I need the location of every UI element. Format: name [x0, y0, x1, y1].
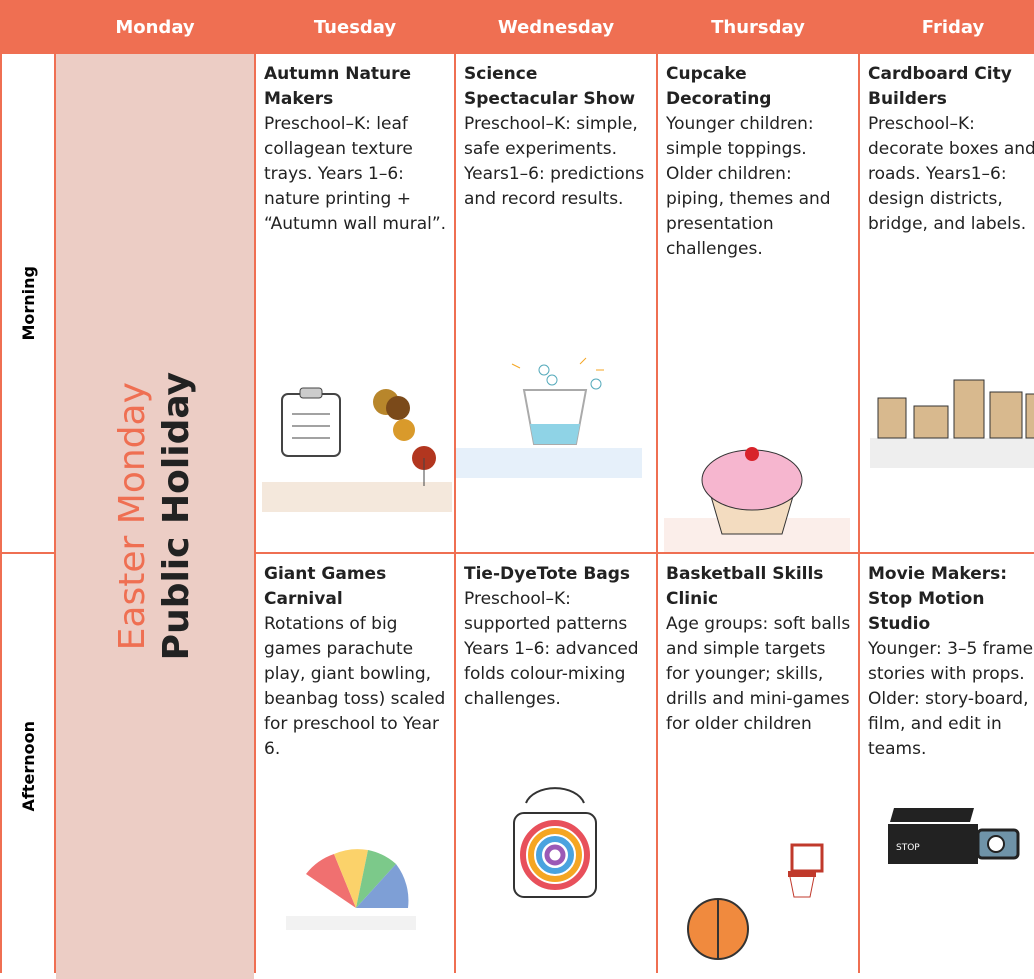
corner — [2, 2, 54, 52]
activity-description: Preschool–K: supported patterns Years 1–… — [464, 589, 639, 709]
row-label-cell: Morning — [2, 54, 54, 552]
activity-title: Tie-DyeTote Bags — [464, 564, 631, 584]
holiday-name: Easter Monday — [112, 382, 153, 651]
row-label: Morning — [18, 265, 38, 341]
activity-cell: Cardboard City Builders Preschool–K: deco… — [860, 54, 1034, 552]
holiday-note: Public Holiday — [156, 372, 197, 661]
activity-title: Movie Makers: Stop Motion Studio — [868, 564, 1008, 634]
activity-description: Preschool–K: simple, safe experiments. Y… — [464, 114, 645, 209]
activity-description: Preschool–K: leaf collagean texture tray… — [264, 114, 447, 234]
activity-cell: Autumn Nature Makers Preschool–K: leaf co… — [256, 54, 454, 552]
activity-cell: Movie Makers: Stop Motion Studio Younger:… — [860, 554, 1034, 979]
column-header: Tuesday — [256, 2, 454, 52]
activity-title: Basketball Skills Clinic — [666, 564, 824, 609]
science-illustration — [456, 357, 642, 478]
activity-description: Preschool–K: decorate boxes and roads. Y… — [868, 114, 1034, 234]
activity-cell: Science Spectacular Show Preschool–K: sim… — [456, 54, 656, 552]
holiday-cell: Easter Monday Public Holiday — [56, 54, 254, 979]
activity-title: Cardboard City Builders — [868, 64, 1012, 109]
activity-cell: Cupcake Decorating Younger children: simp… — [658, 54, 858, 552]
city-illustration — [870, 379, 1034, 468]
activity-cell: Giant Games Carnival Rotations of big gam… — [256, 554, 454, 979]
row-label: Afternoon — [18, 721, 38, 812]
activity-description: Younger children: simple toppings. Older… — [666, 114, 831, 259]
column-header: Thursday — [658, 2, 858, 52]
column-header: Friday — [860, 2, 1034, 52]
basketball-illustration — [687, 843, 824, 960]
clapboard-illustration: STOP — [888, 808, 1020, 864]
activity-cell: Tie-DyeTote Bags Preschool–K: supported p… — [456, 554, 656, 979]
activity-title: Cupcake Decorating — [666, 64, 772, 109]
clapboard-label: STOP — [896, 843, 920, 853]
cupcake-illustration — [664, 447, 850, 552]
tote-illustration — [513, 787, 597, 898]
activity-description: Rotations of big games parachute play, g… — [264, 614, 446, 759]
activity-description: Age groups: soft balls and simple target… — [666, 614, 851, 734]
nature-illustration — [262, 387, 452, 512]
activity-title: Science Spectacular Show — [464, 64, 636, 109]
games-illustration — [286, 849, 416, 930]
activity-cell: Basketball Skills Clinic Age groups: sof… — [658, 554, 858, 979]
activity-title: Autumn Nature Makers — [264, 64, 412, 109]
column-header: Wednesday — [456, 2, 656, 52]
activity-description: Younger: 3–5 frame stories with props. O… — [868, 639, 1034, 759]
row-label-cell: Afternoon — [2, 554, 54, 979]
activity-title: Giant Games Carnival — [264, 564, 387, 609]
column-header: Monday — [56, 2, 254, 52]
